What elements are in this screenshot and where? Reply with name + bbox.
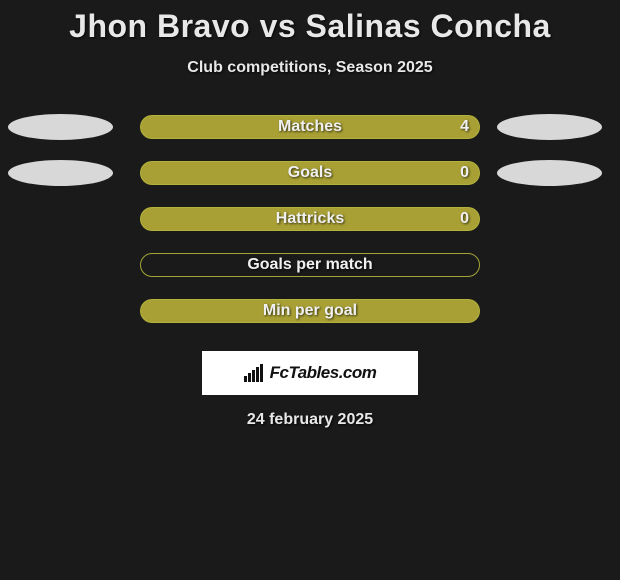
stat-value: 0 [460,210,469,228]
stat-bar: Hattricks 0 [140,207,480,231]
stat-value: 4 [460,118,469,136]
stat-bar: Matches 4 [140,115,480,139]
bars-chart-icon [244,364,266,382]
logo-badge: FcTables.com [202,351,418,395]
stat-bar: Min per goal [140,299,480,323]
page-title: Jhon Bravo vs Salinas Concha [0,8,620,45]
right-marker-ellipse [497,160,602,186]
stat-row: Goals 0 [0,161,620,185]
subtitle: Club competitions, Season 2025 [0,59,620,77]
date-label: 24 february 2025 [0,411,620,429]
stat-bar: Goals per match [140,253,480,277]
stat-row: Min per goal [0,299,620,323]
stat-rows: Matches 4 Goals 0 Hattricks 0 Goals per … [0,115,620,323]
stat-label: Min per goal [263,302,357,320]
right-marker-ellipse [497,114,602,140]
left-marker-ellipse [8,114,113,140]
stat-row: Goals per match [0,253,620,277]
stat-value: 0 [460,164,469,182]
stat-label: Goals per match [247,256,372,274]
logo-text: FcTables.com [270,363,377,383]
stat-row: Matches 4 [0,115,620,139]
stat-bar: Goals 0 [140,161,480,185]
stat-label: Hattricks [276,210,344,228]
stat-label: Matches [278,118,342,136]
stat-label: Goals [288,164,332,182]
left-marker-ellipse [8,160,113,186]
stat-row: Hattricks 0 [0,207,620,231]
